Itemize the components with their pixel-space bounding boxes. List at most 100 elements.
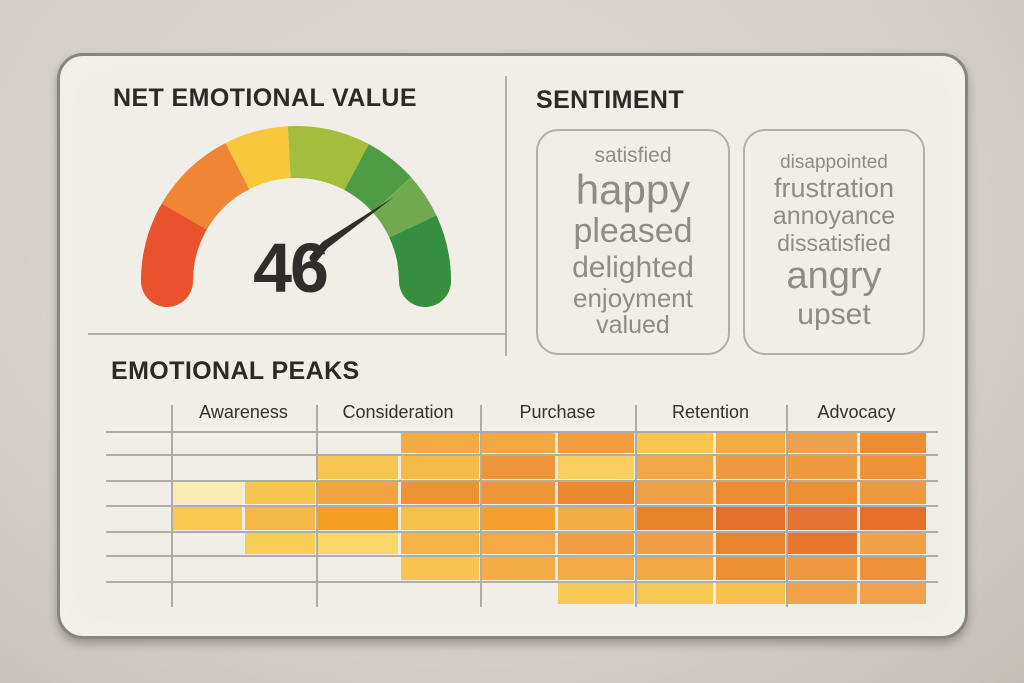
heatmap-cell [716,507,785,530]
heatmap-cell [482,456,555,479]
positive-word-delighted: delighted [572,250,694,284]
gauge-needle-shaft [310,197,394,261]
heatmap-cell [860,557,926,580]
heatmap-cell [401,507,479,530]
heatmap-cell [173,507,242,530]
negative-word-annoyance: annoyance [772,202,896,231]
heatmap-cell [637,456,713,479]
heatmap-cell [401,482,479,504]
heatmap-gridline-horizontal [106,555,938,557]
heatmap-cell [716,533,785,554]
heatmap-cell [788,583,857,604]
heatmap-cell [482,507,555,530]
heatmap-cell [637,482,713,504]
heatmap-cell [245,482,315,504]
stage-header-awareness: Awareness [199,402,288,422]
gauge-segment [372,177,437,239]
negative-word-disappointed: disappointed [780,151,888,173]
gauge-bottom-divider [88,333,505,335]
heatmap-cell [788,557,857,580]
heatmap-cell [788,456,857,479]
heatmap-cell [788,433,857,453]
heatmap-cell [637,533,713,554]
heatmap-cell [558,507,634,530]
gauge-segment [287,126,369,191]
positive-word-pleased: pleased [573,212,693,251]
net-emotional-value-gauge [141,126,451,307]
negative-word-angry: angry [786,255,882,298]
heatmap-cell [637,433,713,453]
heatmap-gridline-horizontal [106,454,938,456]
heatmap-cell [637,507,713,530]
sentiment-panel-title: SENTIMENT [536,86,685,114]
gauge-value: 46 [253,229,329,307]
heatmap-cell [716,583,785,604]
heatmap-cell [318,507,398,530]
gauge-segment [343,144,412,213]
heatmap-panel-title: EMOTIONAL PEAKS [111,357,360,385]
heatmap-cell [318,482,398,504]
heatmap-cell [860,583,926,604]
heatmap-cell [860,433,926,453]
gauge-segment [225,126,292,190]
heatmap-cell [716,482,785,504]
heatmap-cell [401,433,479,453]
positive-word-satisfied: satisfied [594,144,672,168]
heatmap-cell [558,433,634,453]
stage-header-purchase: Purchase [519,402,596,422]
heatmap-gridline-vertical [171,405,173,607]
gauge-needle [309,197,394,263]
gauge-segment [388,215,451,282]
heatmap-cell [482,433,555,453]
heatmap-gridline-vertical [786,405,788,607]
heatmap-gridline-vertical [635,405,637,607]
heatmap-cell [318,533,398,554]
positive-sentiment-box: satisfied happy pleased delighted enjoyment v… [536,129,730,355]
positive-word-valued: valued [596,311,670,340]
heatmap-cell [860,533,926,554]
heatmap-cell [173,482,242,504]
heatmap-cell [637,583,713,604]
heatmap-gridline-horizontal [106,431,938,433]
heatmap-cell [401,533,479,554]
heatmap-cell [401,557,479,580]
heatmap-cell [860,456,926,479]
panel-vertical-divider [505,76,507,356]
stage-header-retention: Retention [671,402,750,422]
heatmap-cell [716,433,785,453]
heatmap-cell [860,507,926,530]
heatmap-cell [716,557,785,580]
heatmap-gridline-horizontal [106,505,938,507]
gauge-segment [141,203,208,282]
heatmap-cell [558,456,634,479]
positive-word-enjoyment: enjoyment [573,282,693,313]
heatmap-cell [716,456,785,479]
heatmap-cell [558,482,634,504]
heatmap-cell [637,557,713,580]
heatmap-gridline-horizontal [106,531,938,533]
emotional-peaks-heatmap: Awareness Consideration Purchase Retention A… [60,56,965,636]
heatmap-cell [318,456,398,479]
heatmap-cell [245,533,315,554]
heatmap-gridline-horizontal [106,581,938,583]
heatmap-cell [401,456,479,479]
heatmap-cell [788,482,857,504]
heatmap-gridline-horizontal [106,480,938,482]
negative-word-dissatisfied: dissatisfied [777,229,891,256]
gauge-arc [141,126,451,307]
negative-sentiment-box: disappointed frustration annoyance dissatis… [743,129,925,355]
negative-word-frustration: frustration [773,172,895,203]
heatmap-gridline-vertical [316,405,318,607]
heatmap-cell [788,507,857,530]
heatmap-cell [558,533,634,554]
heatmap-cell [482,533,555,554]
negative-word-upset: upset [797,298,871,332]
heatmap-cell [245,507,315,530]
heatmap-cell [558,583,634,604]
gauge-panel-title: NET EMOTIONAL VALUE [113,84,417,112]
heatmap-cell [482,482,555,504]
heatmap-cell [482,557,555,580]
stage-header-advocacy: Advocacy [817,402,896,422]
dashboard-card: NET EMOTIONAL VALUE 46 SENTIMENT satisfi… [57,53,968,639]
